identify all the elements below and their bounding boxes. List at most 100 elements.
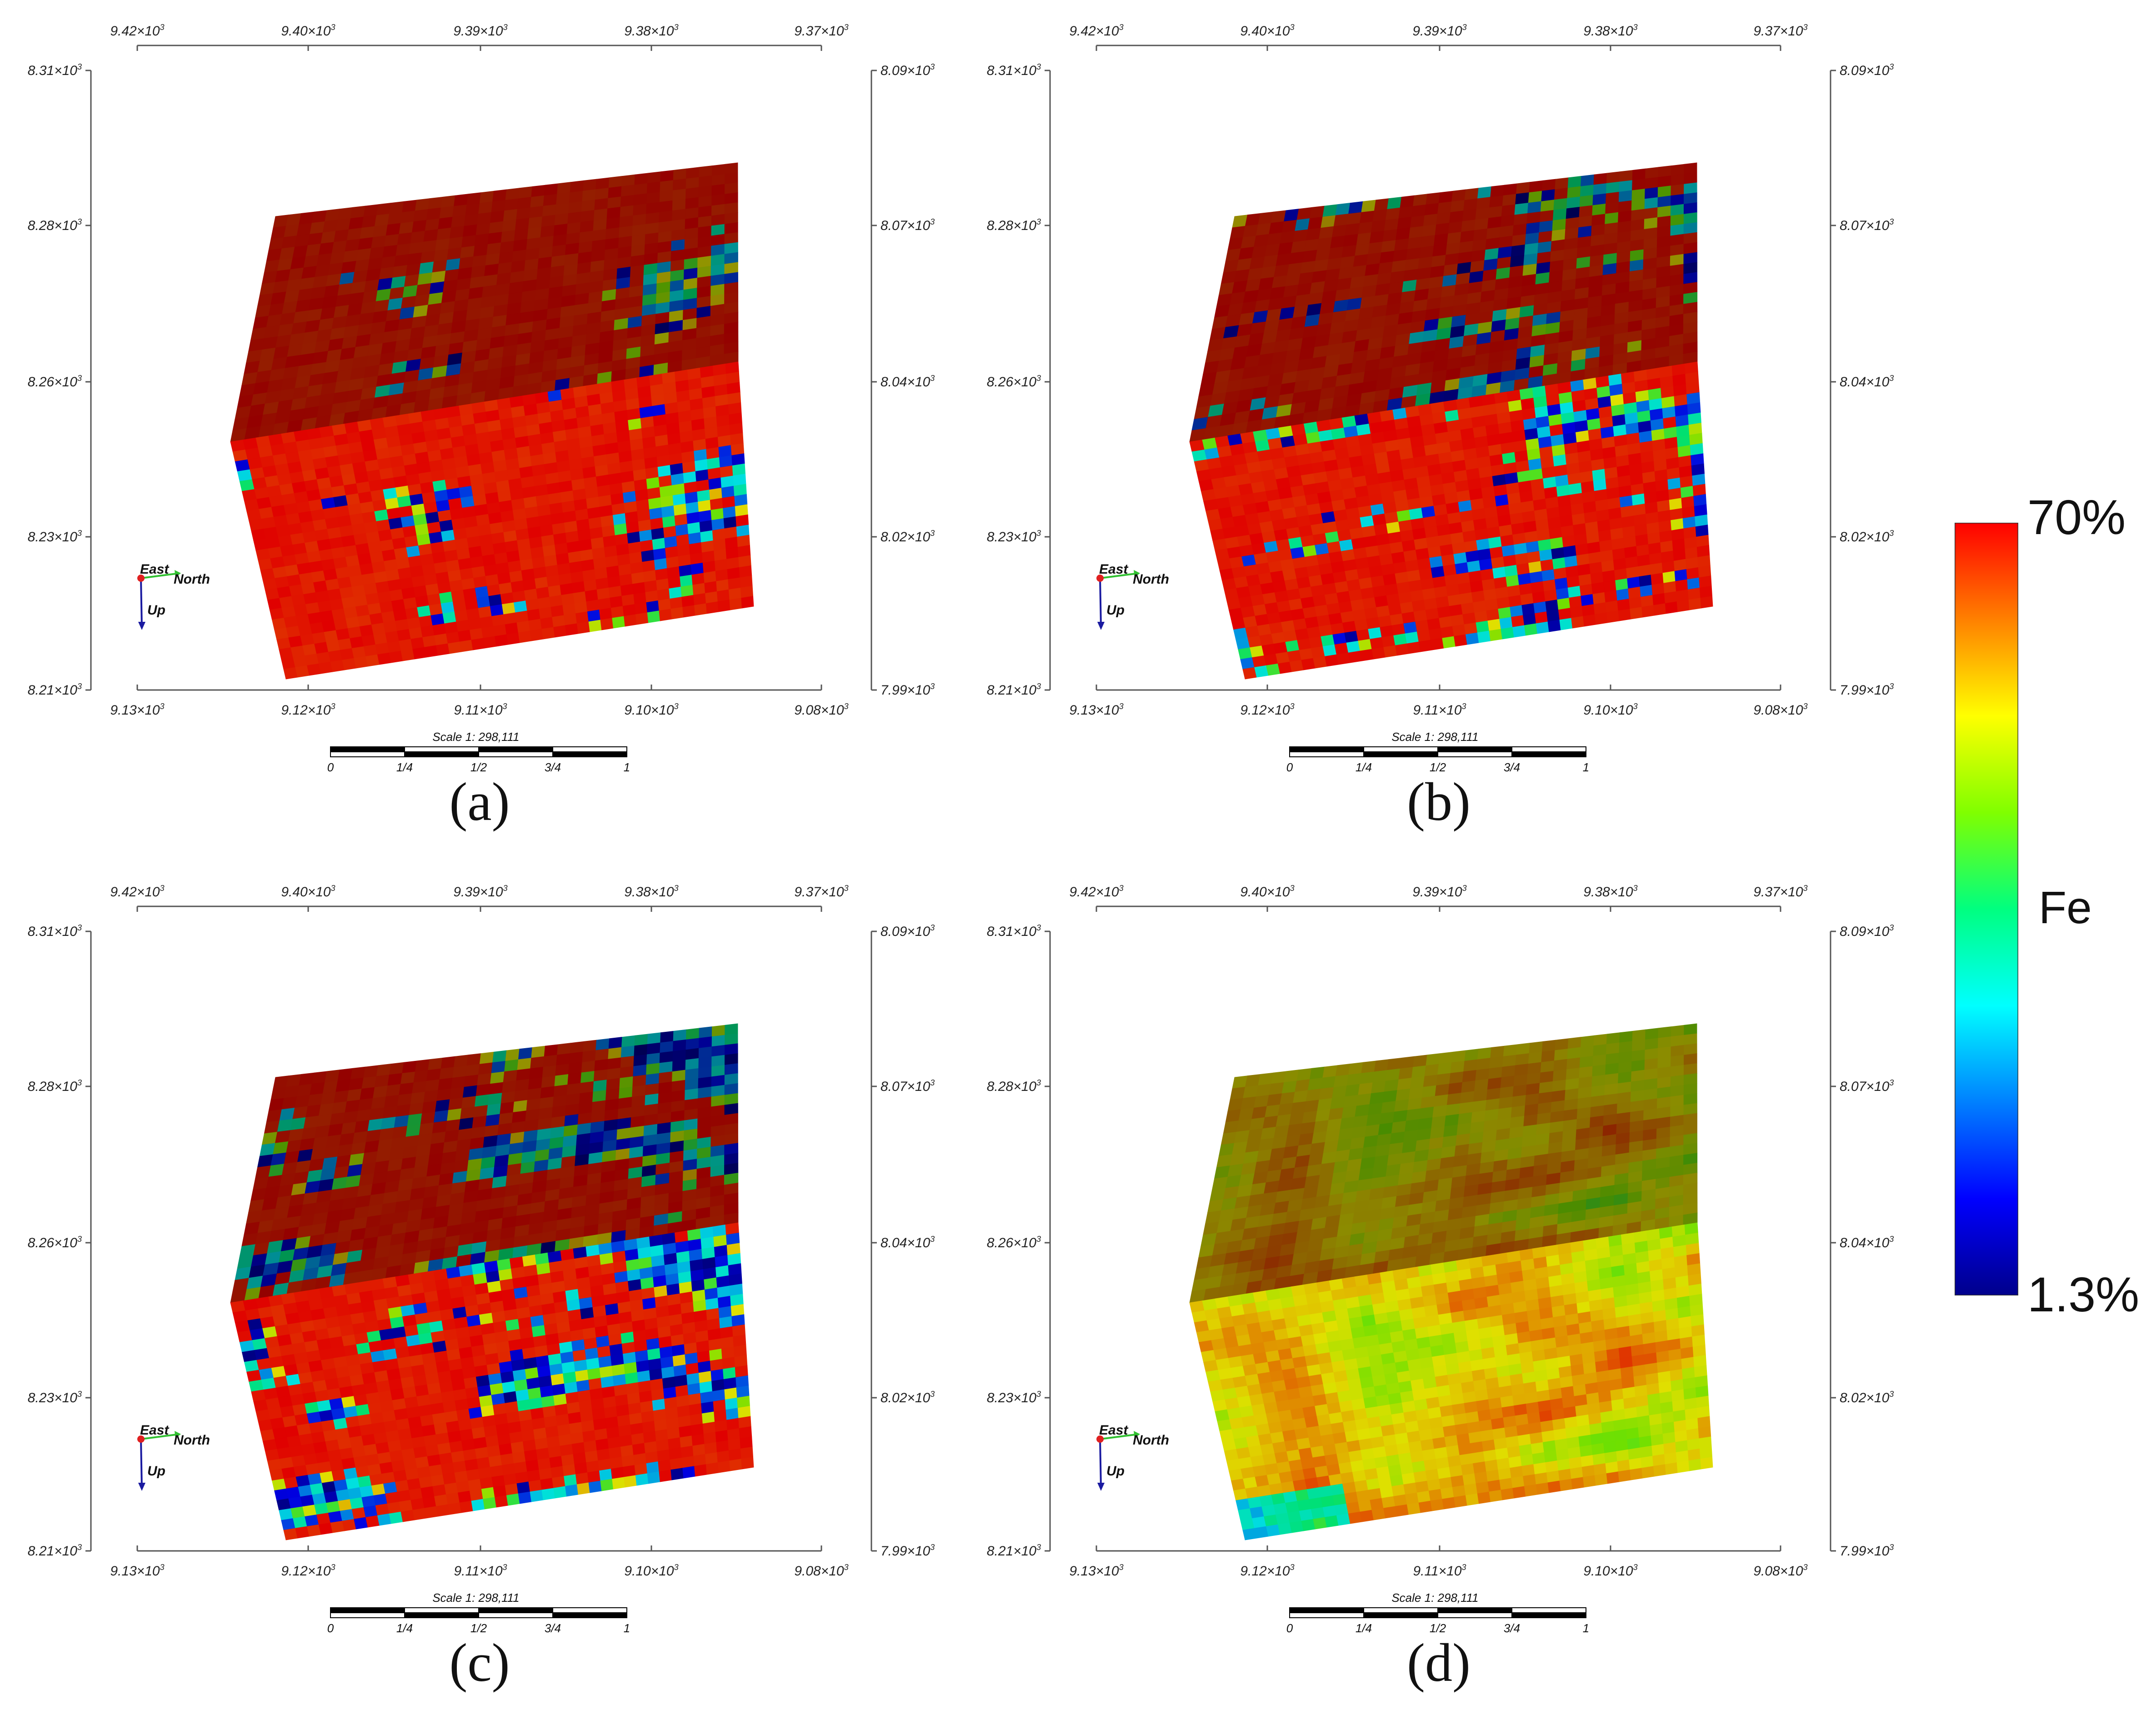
heatmap-cell: [1386, 521, 1401, 534]
heatmap-cell: [379, 266, 395, 280]
heatmap-cell: [438, 217, 453, 230]
right-tick-label-exponent: 3: [1889, 529, 1894, 538]
heatmap-cell: [328, 650, 343, 662]
heatmap-cell: [696, 1340, 710, 1353]
heatmap-cell: [1217, 558, 1232, 571]
heatmap-cell: [416, 533, 431, 546]
right-tick-label-exponent: 3: [1889, 682, 1894, 691]
heatmap-cell: [522, 279, 537, 292]
heatmap-cell: [1256, 562, 1271, 575]
heatmap-cell: [1243, 615, 1258, 628]
heatmap-cell: [335, 218, 351, 231]
heatmap-cell: [632, 582, 646, 595]
heatmap-cell: [1316, 615, 1331, 627]
heatmap-cell: [423, 1090, 439, 1103]
heatmap-cell: [510, 270, 525, 284]
heatmap-cell: [525, 506, 539, 519]
heatmap-cell: [1545, 599, 1559, 612]
left-tick-label-exponent: 3: [77, 217, 82, 226]
heatmap-cell: [359, 625, 374, 637]
heatmap-cell: [1601, 560, 1615, 573]
heatmap-cell: [1311, 646, 1326, 659]
heatmap-cell: [404, 1396, 419, 1409]
heatmap-cell: [1330, 622, 1345, 635]
heatmap-cell: [445, 1338, 460, 1351]
east-label: East: [140, 562, 170, 577]
heatmap-cell: [699, 175, 712, 188]
heatmap-cell: [407, 1113, 423, 1126]
panel-b-front-face-cells: [1189, 361, 1713, 680]
heatmap-cell: [682, 605, 695, 618]
heatmap-cell: [1631, 189, 1646, 201]
heatmap-cell: [473, 1355, 487, 1367]
heatmap-cell: [522, 578, 537, 591]
heatmap-cell: [1428, 628, 1443, 640]
heatmap-cell: [1507, 585, 1521, 597]
top-tick-label-exponent: 3: [160, 884, 165, 893]
heatmap-cell: [410, 1426, 424, 1439]
heatmap-cell: [1488, 205, 1503, 219]
heatmap-cell: [1571, 503, 1585, 515]
heatmap-cell: [618, 564, 632, 576]
heatmap-cell: [478, 201, 493, 215]
top-tick-label: 9.39×103: [453, 884, 507, 900]
heatmap-cell: [1670, 508, 1683, 521]
heatmap-cell: [660, 1030, 674, 1043]
heatmap-cell: [1495, 586, 1509, 599]
heatmap-cell: [1648, 542, 1661, 555]
heatmap-cell: [1562, 268, 1577, 281]
scale-bar-segment: [478, 746, 553, 752]
heatmap-cell: [730, 1304, 745, 1317]
heatmap-cell: [723, 516, 737, 529]
heatmap-cell: [515, 218, 530, 231]
heatmap-cell: [1644, 197, 1658, 210]
heatmap-cell: [1304, 555, 1319, 567]
heatmap-cell: [605, 1088, 620, 1101]
heatmap-cell: [725, 536, 738, 550]
heatmap-cell: [1604, 222, 1619, 235]
heatmap-cell: [390, 1136, 406, 1150]
heatmap-cell: [582, 1050, 596, 1063]
heatmap-cell: [698, 1046, 712, 1059]
heatmap-cell: [542, 545, 556, 557]
heatmap-cell: [645, 222, 660, 235]
heatmap-cell: [724, 1073, 738, 1085]
heatmap-cell: [1443, 564, 1457, 577]
heatmap-cell: [1231, 617, 1246, 630]
heatmap-cell: [724, 252, 738, 265]
heatmap-cell: [1499, 524, 1513, 537]
heatmap-cell: [725, 1033, 738, 1045]
heatmap-cell: [362, 1372, 377, 1385]
heatmap-cell: [484, 1425, 498, 1438]
heatmap-cell: [452, 204, 467, 217]
heatmap-cell: [1250, 594, 1265, 606]
heatmap-cell: [399, 505, 414, 518]
heatmap-cell: [1566, 206, 1580, 220]
left-tick-label: 8.26×103: [987, 374, 1041, 390]
heatmap-cell: [533, 566, 547, 579]
heatmap-cell: [346, 228, 362, 241]
heatmap-cell: [460, 1356, 475, 1369]
heatmap-cell: [733, 484, 747, 497]
heatmap-cell: [552, 1383, 566, 1396]
heatmap-cell: [1657, 215, 1671, 228]
heatmap-cell: [646, 1338, 660, 1350]
heatmap-cell: [564, 253, 579, 266]
heatmap-cell: [1345, 223, 1360, 236]
heatmap-cell: [1294, 566, 1309, 579]
heatmap-cell: [361, 215, 377, 228]
heatmap-cell: [1631, 219, 1645, 231]
heatmap-cell: [1255, 614, 1270, 626]
heatmap-cell: [357, 553, 372, 565]
heatmap-cell: [330, 1112, 345, 1126]
heatmap-cell: [590, 537, 605, 550]
heatmap-cell: [1473, 228, 1488, 241]
heatmap-cell: [538, 1107, 553, 1120]
heatmap-cell: [1567, 176, 1582, 188]
heatmap-cell: [512, 508, 527, 521]
heatmap-cell: [541, 1395, 555, 1408]
heatmap-cell: [1366, 252, 1382, 265]
heatmap-cell: [297, 288, 313, 302]
heatmap-cell: [486, 502, 501, 515]
heatmap-cell: [449, 580, 464, 592]
